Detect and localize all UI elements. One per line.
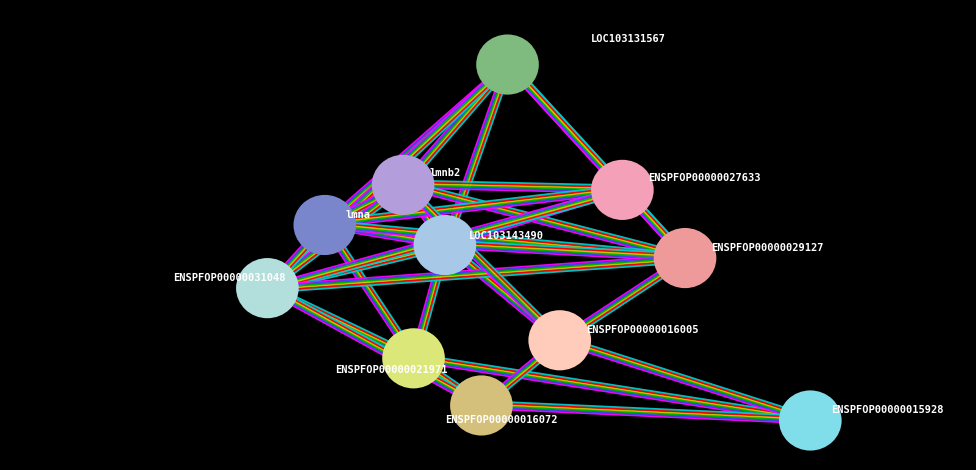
Text: ENSPFOP00000029127: ENSPFOP00000029127 <box>712 243 824 253</box>
Text: ENSPFOP00000021971: ENSPFOP00000021971 <box>335 365 448 376</box>
Text: ENSPFOP00000015928: ENSPFOP00000015928 <box>832 406 944 415</box>
Circle shape <box>294 195 356 255</box>
Text: LOC103131567: LOC103131567 <box>591 34 666 45</box>
Circle shape <box>372 155 434 215</box>
Text: lmna: lmna <box>346 210 371 220</box>
Circle shape <box>236 258 299 318</box>
Circle shape <box>654 228 716 288</box>
Text: ENSPFOP00000016072: ENSPFOP00000016072 <box>445 415 557 425</box>
Text: ENSPFOP00000031048: ENSPFOP00000031048 <box>174 273 286 283</box>
Circle shape <box>476 34 539 94</box>
Text: ENSPFOP00000016005: ENSPFOP00000016005 <box>586 325 698 335</box>
Circle shape <box>414 215 476 275</box>
Text: LOC103143490: LOC103143490 <box>468 231 544 241</box>
Circle shape <box>383 328 445 388</box>
Text: lmnb2: lmnb2 <box>429 168 461 178</box>
Circle shape <box>528 310 591 370</box>
Text: ENSPFOP00000027633: ENSPFOP00000027633 <box>648 173 761 183</box>
Circle shape <box>591 160 654 220</box>
Circle shape <box>779 391 841 451</box>
Circle shape <box>450 376 512 436</box>
